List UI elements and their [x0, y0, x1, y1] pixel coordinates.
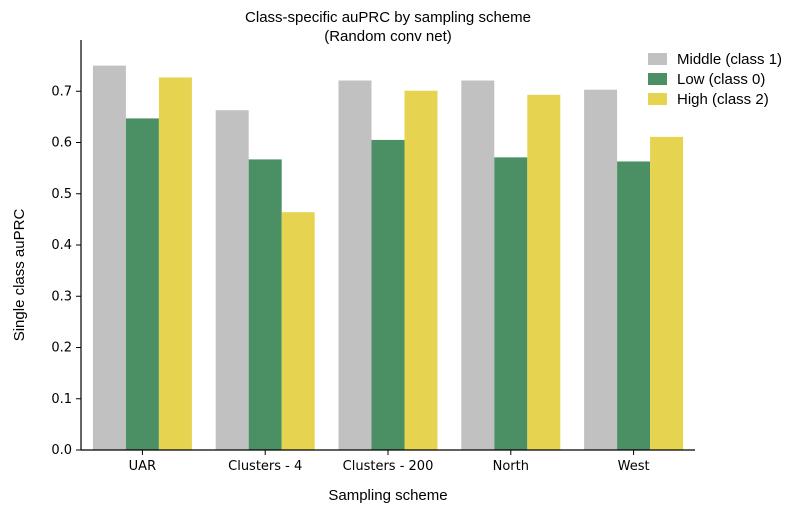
y-axis-label: Single class auPRC	[11, 209, 28, 342]
bar-3-1	[338, 80, 372, 451]
y-tick-label-4: 0.3	[51, 289, 72, 304]
y-tick-label-2: 0.1	[51, 392, 72, 407]
y-tick-label-3: 0.2	[51, 341, 72, 356]
legend-label-3: High (class 2)	[677, 91, 769, 108]
x-tick-label-1: UAR	[129, 459, 156, 474]
bar-4-1	[461, 80, 495, 451]
bar-4-2	[494, 157, 528, 451]
bar-1-2	[125, 118, 159, 450]
y-tick-label-1: 0.0	[51, 443, 72, 458]
x-tick-label-3: Clusters - 200	[343, 459, 434, 474]
bar-3-2	[371, 139, 405, 450]
bar-2-2	[248, 159, 282, 450]
bar-2-1	[215, 110, 249, 451]
y-tick-label-5: 0.4	[51, 238, 72, 253]
x-tick-label-5: West	[618, 459, 650, 474]
y-tick-label-7: 0.6	[51, 136, 72, 151]
legend: Middle (class 1) Low (class 0) High (class…	[648, 51, 782, 108]
x-tick-label-2: Clusters - 4	[228, 459, 302, 474]
legend-swatch-2	[648, 73, 667, 85]
legend-swatch-1	[648, 53, 667, 65]
x-axis-label: Sampling scheme	[328, 487, 447, 504]
chart-title: Class-specific auPRC by sampling scheme	[245, 9, 531, 26]
bar-2-3	[281, 212, 315, 450]
bar-5-2	[617, 161, 651, 450]
legend-swatch-3	[648, 93, 667, 105]
axes-group: 0.0 0.1 0.2 0.3 0.4 0.5 0.6 0.7 UAR Clusters - 4 C…	[51, 40, 695, 474]
legend-label-1: Middle (class 1)	[677, 51, 782, 68]
chart-subtitle: (Random conv net)	[324, 28, 452, 45]
bar-3-3	[404, 90, 438, 451]
legend-label-2: Low (class 0)	[677, 71, 765, 88]
bar-5-3	[650, 136, 684, 451]
bar-4-3	[527, 94, 561, 451]
bar-5-1	[584, 89, 618, 451]
y-tick-label-6: 0.5	[51, 187, 72, 202]
bar-1-1	[92, 65, 126, 450]
bars-group	[92, 65, 684, 451]
bar-1-3	[158, 77, 192, 450]
x-tick-label-4: North	[493, 459, 529, 474]
y-tick-label-8: 0.7	[51, 84, 72, 99]
